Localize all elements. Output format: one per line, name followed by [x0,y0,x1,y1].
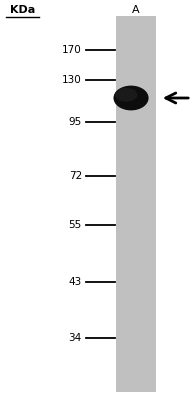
Text: A: A [132,5,140,15]
Text: 55: 55 [69,220,82,230]
Text: 95: 95 [69,117,82,127]
Ellipse shape [115,88,137,102]
Ellipse shape [113,86,149,110]
Text: 72: 72 [69,171,82,181]
Bar [116,16,156,392]
Text: 170: 170 [62,45,82,55]
Text: KDa: KDa [10,5,35,15]
Text: 130: 130 [62,75,82,85]
Text: 34: 34 [69,333,82,343]
Text: 43: 43 [69,277,82,287]
